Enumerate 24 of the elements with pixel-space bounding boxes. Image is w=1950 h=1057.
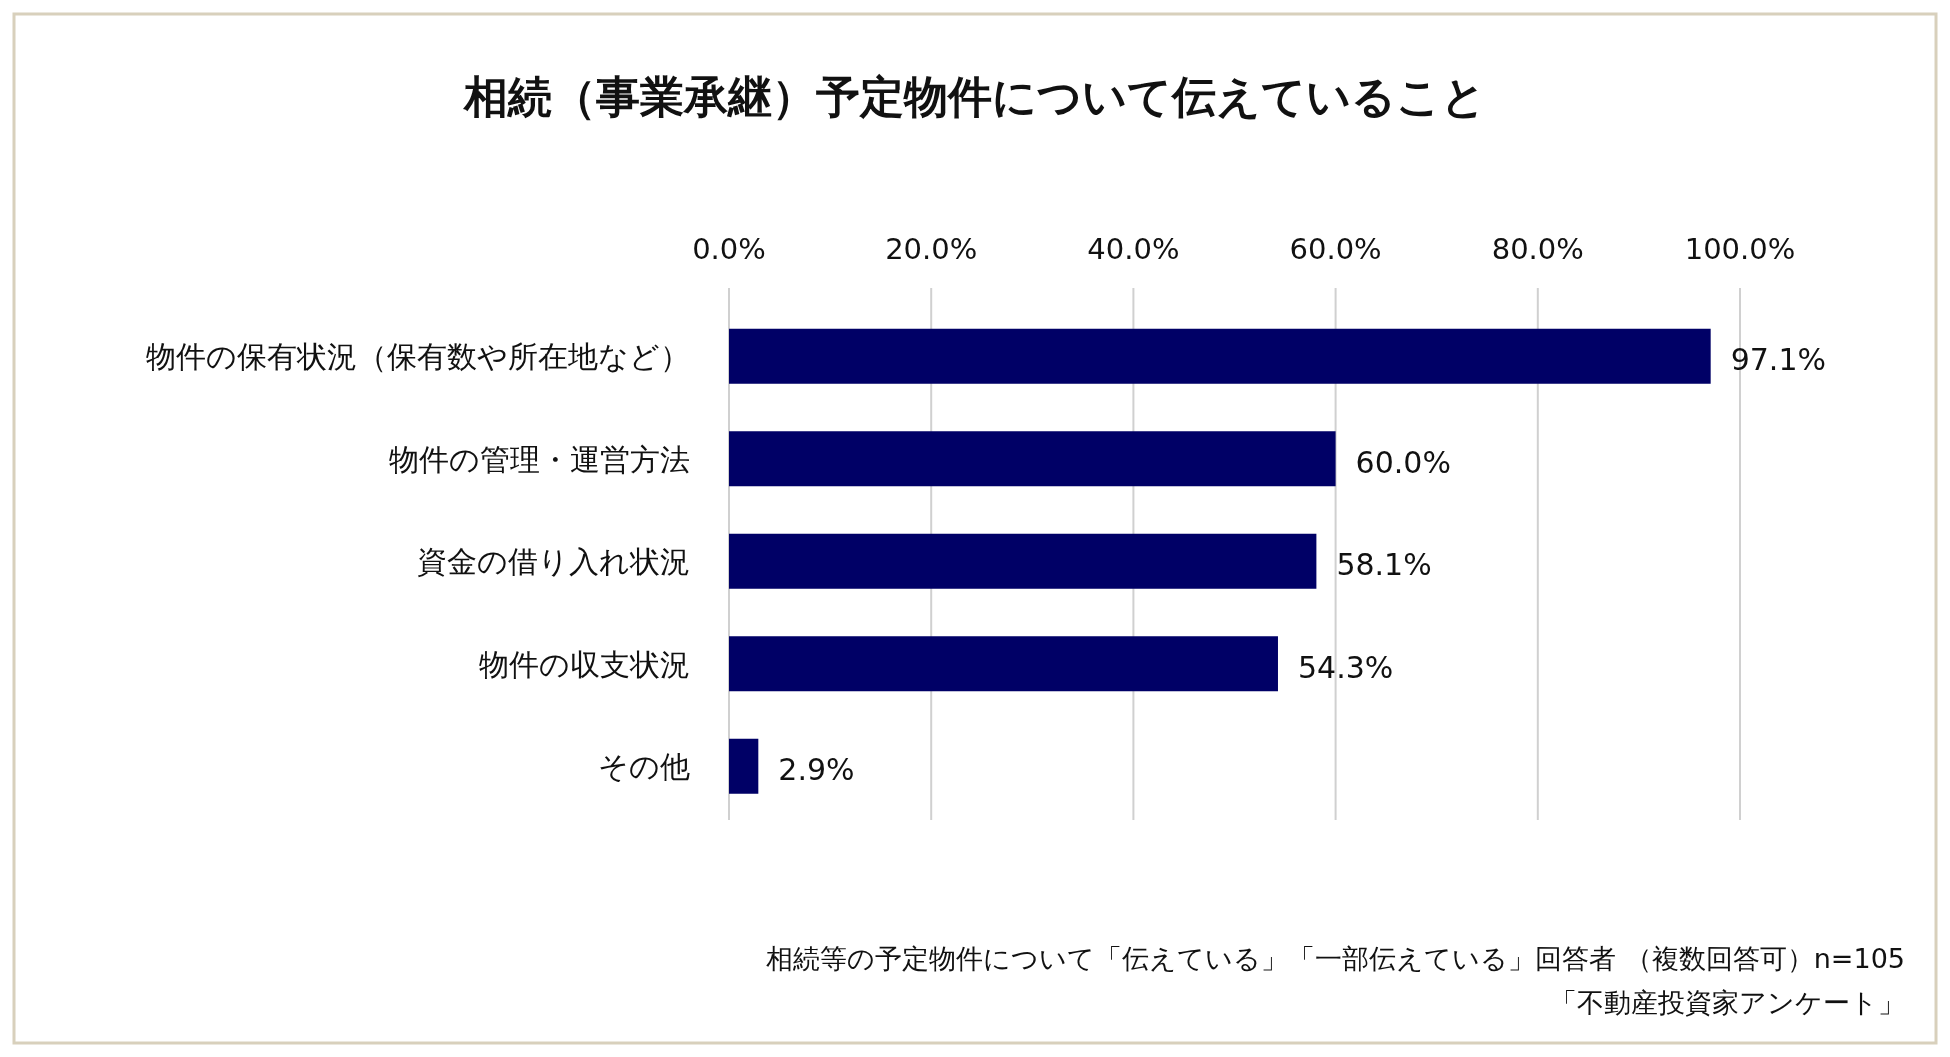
bar bbox=[729, 738, 759, 794]
chart-title: 相続（事業承継）予定物件について伝えていること bbox=[462, 71, 1486, 122]
bar bbox=[729, 431, 1336, 487]
bar bbox=[729, 328, 1711, 384]
y-tick-label: 物件の管理・運営方法 bbox=[389, 441, 690, 477]
bar bbox=[729, 636, 1278, 692]
data-label: 97.1% bbox=[1730, 342, 1826, 378]
x-tick-label: 40.0% bbox=[1087, 232, 1180, 266]
text: 「不動産投資家アンケート」 bbox=[1550, 987, 1905, 1018]
data-label: 54.3% bbox=[1297, 649, 1394, 685]
x-tick-label: 80.0% bbox=[1491, 232, 1584, 266]
data-label: 2.9% bbox=[778, 752, 855, 788]
data-label: 58.1% bbox=[1336, 547, 1432, 583]
x-tick-label: 0.0% bbox=[692, 232, 766, 266]
y-tick-label: 物件の保有状況（保有数や所在地など） bbox=[146, 339, 690, 375]
x-tick-label: 60.0% bbox=[1289, 232, 1382, 266]
x-tick-label: 100.0% bbox=[1684, 232, 1796, 266]
x-tick-label: 20.0% bbox=[885, 232, 978, 266]
data-label: 60.0% bbox=[1355, 444, 1451, 480]
y-tick-label: その他 bbox=[598, 749, 690, 785]
y-tick-label: 物件の収支状況 bbox=[479, 646, 690, 682]
y-tick-label: 資金の借り入れ状況 bbox=[417, 544, 690, 580]
text: 相続等の予定物件について「伝えている」「一部伝えている」回答者 （複数回答可）n=105 bbox=[766, 943, 1905, 974]
bar bbox=[729, 533, 1317, 589]
